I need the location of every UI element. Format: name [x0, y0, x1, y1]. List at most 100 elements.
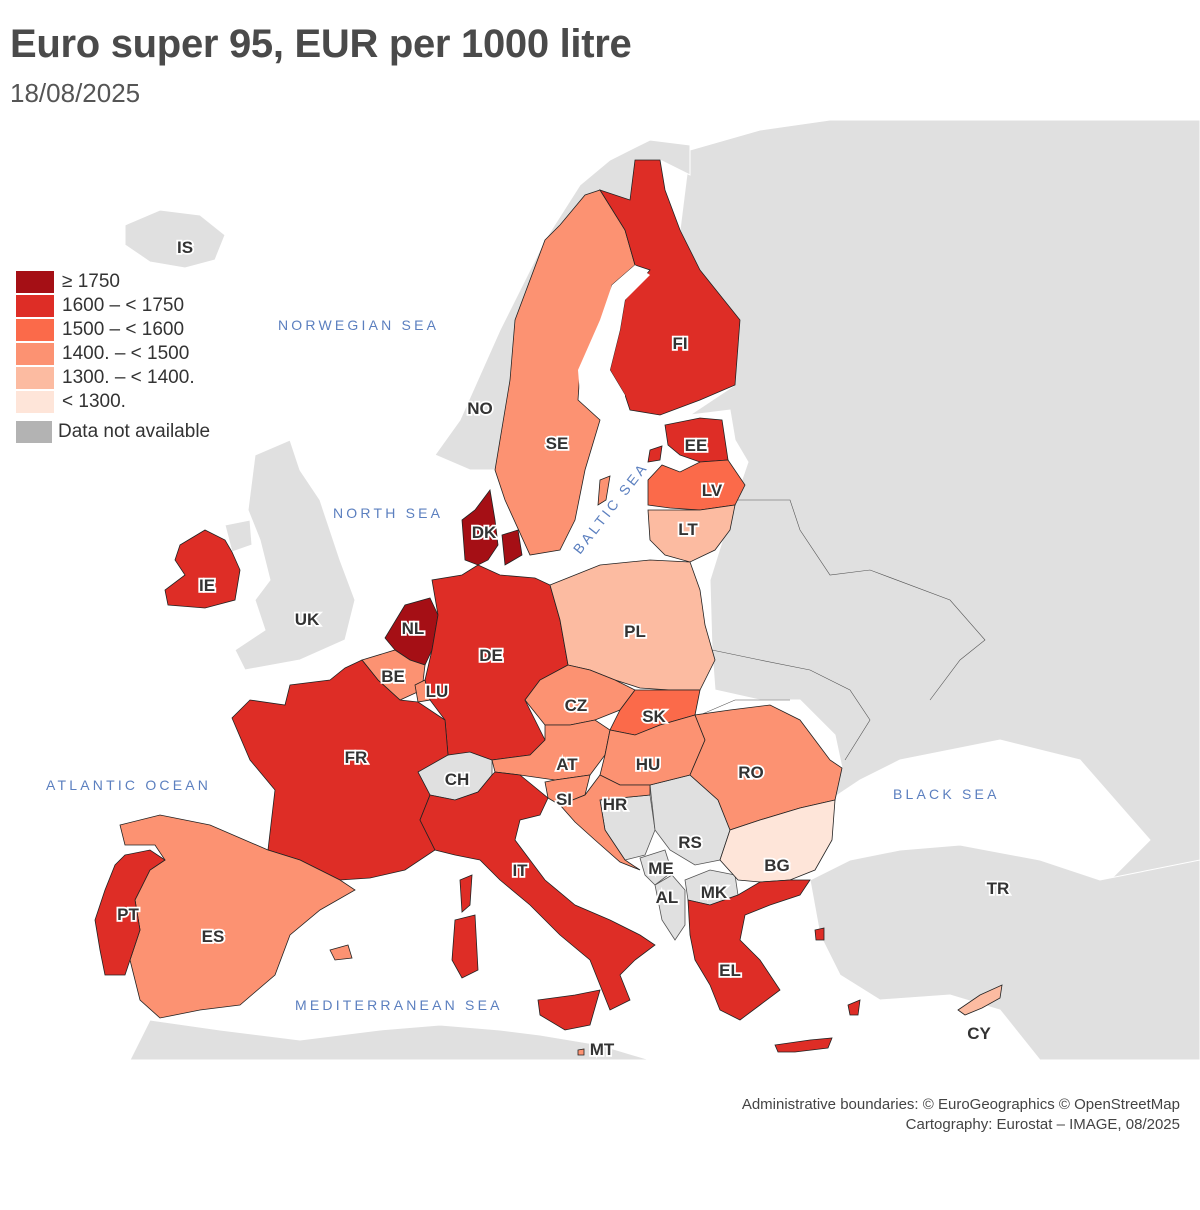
country-EL-crete	[774, 1037, 833, 1053]
label-BG: BG	[764, 856, 790, 875]
country-AL	[654, 874, 686, 941]
label-PL: PL	[624, 622, 646, 641]
country-LT	[647, 504, 736, 563]
country-FR	[231, 659, 449, 881]
country-IS	[124, 209, 226, 269]
label-AL: AL	[656, 888, 679, 907]
label-TR: TR	[987, 879, 1010, 898]
label-SI: SI	[556, 790, 572, 809]
country-TR	[809, 844, 1200, 1060]
country-ES-balearic	[329, 944, 353, 961]
legend-label: < 1300.	[62, 391, 126, 412]
label-IE: IE	[199, 576, 215, 595]
label-IS: IS	[177, 238, 193, 257]
label-EE: EE	[685, 436, 708, 455]
country-SE-gotland	[597, 475, 611, 506]
legend-swatch	[16, 319, 54, 341]
country-BG	[719, 799, 836, 883]
legend-label: 1300. – < 1400.	[62, 367, 195, 388]
label-PT: PT	[117, 905, 139, 924]
credits-cartography: Cartography: Eurostat – IMAGE, 08/2025	[905, 1116, 1180, 1133]
country-EL-island1	[814, 927, 825, 941]
map-legend: ≥ 1750 1600 – < 1750 1500 – < 1600 1400.…	[16, 270, 210, 444]
label-LV: LV	[702, 481, 723, 500]
country-RU	[679, 120, 1200, 1060]
legend-swatch	[16, 421, 52, 443]
label-HU: HU	[636, 755, 661, 774]
legend-item-1600-1750: 1600 – < 1750	[16, 294, 210, 318]
label-FI: FI	[672, 334, 687, 353]
label-UK: UK	[295, 610, 320, 629]
sea-label-north: NORTH SEA	[333, 505, 443, 521]
legend-item-ge-1750: ≥ 1750	[16, 270, 210, 294]
label-MK: MK	[701, 883, 728, 902]
label-HR: HR	[603, 795, 628, 814]
label-ES: ES	[202, 927, 225, 946]
country-FR-corsica	[459, 874, 473, 913]
sea-label-norwegian: NORWEGIAN SEA	[278, 317, 439, 333]
map-date: 18/08/2025	[10, 78, 141, 108]
country-BY-UA	[699, 499, 986, 761]
label-NO: NO	[467, 399, 493, 418]
label-EL: EL	[719, 961, 741, 980]
land-north-africa	[129, 1019, 651, 1060]
label-DK: DK	[472, 523, 497, 542]
label-SE: SE	[546, 434, 569, 453]
legend-item-1300-1400: 1300. – < 1400.	[16, 366, 210, 390]
map-area: NORWEGIAN SEA NORTH SEA BALTIC SEA ATLAN…	[0, 120, 1200, 1060]
country-EE-island	[647, 445, 663, 463]
label-LT: LT	[678, 520, 698, 539]
country-DK	[461, 489, 499, 566]
map-credits: Administrative boundaries: © EuroGeograp…	[742, 1095, 1180, 1135]
legend-label: 1500 – < 1600	[62, 319, 185, 340]
map-title: Euro super 95, EUR per 1000 litre	[10, 22, 632, 66]
legend-label: 1600 – < 1750	[62, 295, 185, 316]
country-IT-sicily	[537, 989, 601, 1031]
label-LU: LU	[426, 682, 449, 701]
label-CY: CY	[967, 1024, 991, 1043]
legend-label: ≥ 1750	[62, 271, 120, 292]
label-FR: FR	[345, 748, 368, 767]
europe-map: NORWEGIAN SEA NORTH SEA BALTIC SEA ATLAN…	[0, 120, 1200, 1060]
country-IE	[164, 529, 241, 609]
legend-swatch	[16, 343, 54, 365]
country-EL-island2	[847, 999, 861, 1016]
label-SK: SK	[642, 707, 666, 726]
country-UK	[234, 439, 356, 671]
legend-item-1500-1600: 1500 – < 1600	[16, 318, 210, 342]
label-CH: CH	[445, 770, 470, 789]
country-PT	[94, 849, 166, 976]
credits-boundaries: Administrative boundaries: © EuroGeograp…	[741, 1096, 1180, 1113]
country-EL	[687, 879, 811, 1021]
label-DE: DE	[479, 646, 503, 665]
legend-label: 1400. – < 1500	[62, 343, 190, 364]
country-UK-NI	[224, 519, 253, 553]
legend-swatch	[16, 295, 54, 317]
country-LV	[647, 459, 746, 511]
label-MT: MT	[590, 1040, 615, 1059]
country-HR	[559, 774, 651, 871]
legend-swatch	[16, 367, 54, 389]
legend-swatch	[16, 391, 54, 413]
country-CY	[957, 984, 1003, 1016]
label-RO: RO	[738, 763, 764, 782]
legend-item-1400-1500: 1400. – < 1500	[16, 342, 210, 366]
label-ME: ME	[648, 859, 674, 878]
label-AT: AT	[556, 755, 578, 774]
legend-label: Data not available	[58, 421, 211, 442]
country-MT	[577, 1048, 585, 1056]
country-ME	[639, 849, 673, 886]
sea-label-black: BLACK SEA	[893, 786, 1000, 802]
country-DK-zealand	[501, 529, 523, 566]
gulf-of-bothnia	[578, 265, 650, 412]
legend-item-lt-1300: < 1300.	[16, 390, 210, 414]
legend-swatch	[16, 271, 54, 293]
label-NL: NL	[402, 619, 425, 638]
sea-label-atlantic: ATLANTIC OCEAN	[46, 777, 211, 793]
label-BE: BE	[381, 667, 405, 686]
label-RS: RS	[678, 833, 702, 852]
label-CZ: CZ	[565, 696, 588, 715]
country-IT-sardinia	[451, 914, 479, 979]
country-IT	[419, 771, 656, 1011]
sea-label-mediterranean: MEDITERRANEAN SEA	[295, 997, 503, 1013]
